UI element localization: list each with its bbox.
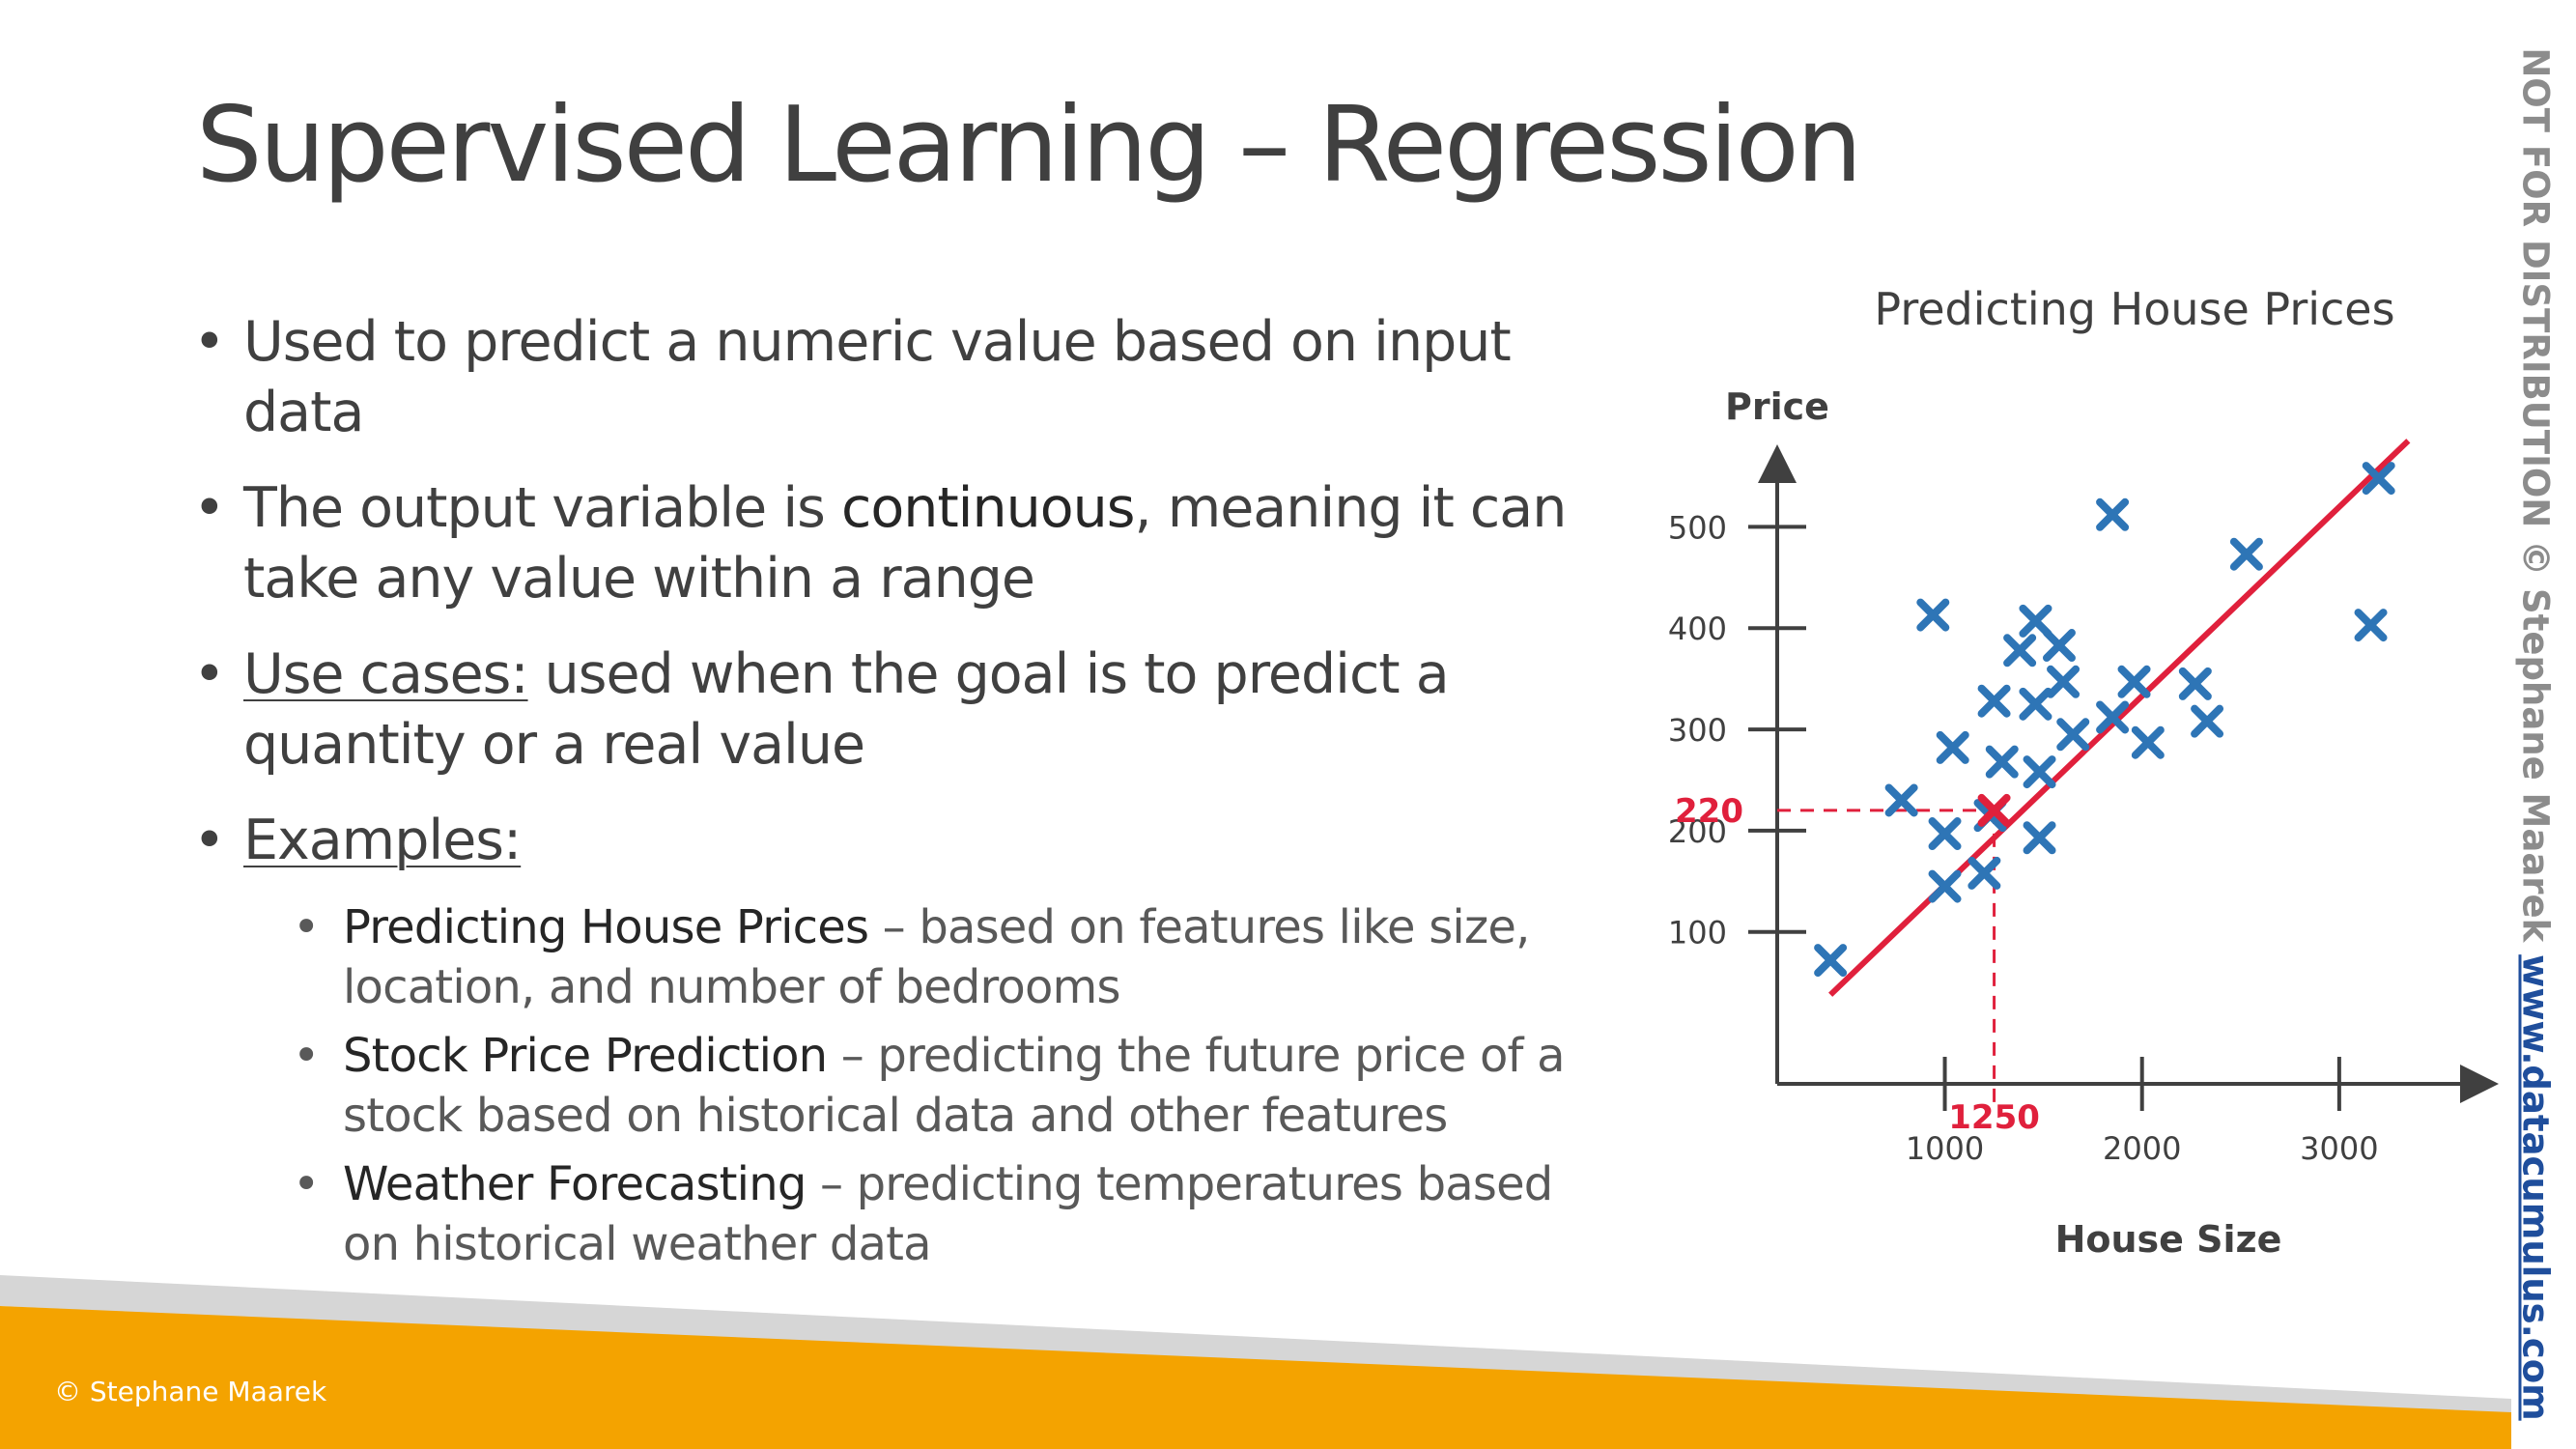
x-tick-label: 1000	[1906, 1130, 1984, 1167]
bullet-item: • The output variable is continuous, mea…	[193, 473, 1613, 614]
data-point	[2003, 634, 2037, 668]
y-tick-label: 100	[1668, 915, 1727, 952]
distribution-label: NOT FOR DISTRIBUTION © Stephane Maarek	[2514, 47, 2557, 955]
bullet-glyph: •	[193, 809, 226, 872]
data-point	[1967, 856, 2001, 890]
example-lead: Stock Price Prediction	[343, 1029, 828, 1083]
data-point	[2019, 604, 2052, 638]
example-desc: – based on features like size, location,…	[343, 900, 1530, 1014]
data-point	[2023, 821, 2056, 855]
data-point	[2354, 609, 2388, 642]
bullet-glyph: •	[193, 642, 226, 706]
bullet-text: The output variable is	[243, 476, 841, 540]
data-point	[1884, 783, 1918, 817]
bullet-glyph: •	[293, 1157, 320, 1211]
regression-line	[1828, 439, 2411, 997]
bullet-label: Examples:	[243, 809, 522, 872]
y-tick-label: 400	[1668, 611, 1727, 647]
data-point	[2131, 725, 2165, 759]
data-point	[1814, 944, 1848, 978]
bullet-glyph: •	[193, 476, 226, 540]
data-point	[2019, 687, 2052, 721]
data-point	[2023, 755, 2056, 789]
x-tick-label: 3000	[2300, 1130, 2378, 1167]
data-point	[2191, 704, 2224, 738]
x-tick-label: 2000	[2103, 1130, 2181, 1167]
data-point	[1936, 730, 1969, 764]
data-point	[1985, 745, 2019, 779]
bullet-glyph: •	[193, 310, 226, 374]
plot-area: 100 200 300 400 500 1000 2000 3000 220 1250	[1668, 439, 2411, 1167]
data-point	[2096, 497, 2130, 531]
example-item: • Weather Forecasting – predicting tempe…	[293, 1154, 1613, 1274]
highlight-x-label: 1250	[1948, 1098, 2040, 1137]
chart-title: Predicting House Prices	[1874, 283, 2394, 335]
example-item: • Stock Price Prediction – predicting th…	[293, 1026, 1613, 1146]
data-point	[2056, 718, 2090, 752]
example-desc: – predicting the future price of a stock…	[343, 1029, 1566, 1143]
bullet-emphasis: continuous	[840, 476, 1135, 540]
bullet-glyph: •	[293, 1029, 320, 1083]
data-point	[1928, 869, 1962, 903]
y-tick-label: 200	[1668, 813, 1727, 850]
distribution-notice: NOT FOR DISTRIBUTION © Stephane Maarek w…	[2515, 47, 2557, 1420]
data-point	[2047, 665, 2081, 698]
copyright-text: © Stephane Maarek	[54, 1376, 327, 1407]
bullet-item: • Examples:	[193, 806, 1613, 876]
data-point	[2229, 537, 2263, 571]
example-lead: Predicting House Prices	[343, 900, 869, 954]
example-lead: Weather Forecasting	[343, 1157, 807, 1211]
bullet-glyph: •	[293, 900, 320, 954]
data-point	[2178, 667, 2212, 700]
data-point	[1916, 598, 1950, 632]
data-point	[1977, 684, 2011, 718]
x-axis-label: House Size	[2055, 1218, 2282, 1261]
y-axis-label: Price	[1725, 385, 1829, 428]
bullet-label: Use cases:	[243, 642, 529, 706]
bullet-item: • Used to predict a numeric value based …	[193, 307, 1613, 448]
slide-title: Supervised Learning – Regression	[196, 85, 1862, 206]
example-desc: – predicting temperatures based on histo…	[343, 1157, 1553, 1271]
bullet-text: , meaning it can take any value within a…	[243, 476, 1567, 611]
example-list: • Predicting House Prices – based on fea…	[193, 897, 1613, 1274]
highlight-y-label: 220	[1675, 792, 1743, 831]
footer-orange	[0, 1306, 2511, 1449]
data-point	[2117, 665, 2151, 698]
bullet-item: • Use cases: used when the goal is to pr…	[193, 639, 1613, 781]
y-tick-label: 500	[1668, 509, 1727, 546]
bullet-text: Used to predict a numeric value based on…	[243, 310, 1512, 444]
bullet-list: • Used to predict a numeric value based …	[193, 307, 1613, 1283]
data-point	[2096, 700, 2130, 734]
data-point	[2362, 462, 2395, 496]
data-point	[1928, 817, 1962, 851]
data-point	[2042, 629, 2076, 663]
footer-stripe	[0, 1275, 2511, 1420]
example-item: • Predicting House Prices – based on fea…	[293, 897, 1613, 1017]
highlight-point	[1977, 793, 2011, 827]
y-tick-label: 300	[1668, 712, 1727, 749]
bullet-text: used when the goal is to predict a quant…	[243, 642, 1450, 777]
datacumulus-link[interactable]: www.datacumulus.com	[2514, 954, 2557, 1421]
